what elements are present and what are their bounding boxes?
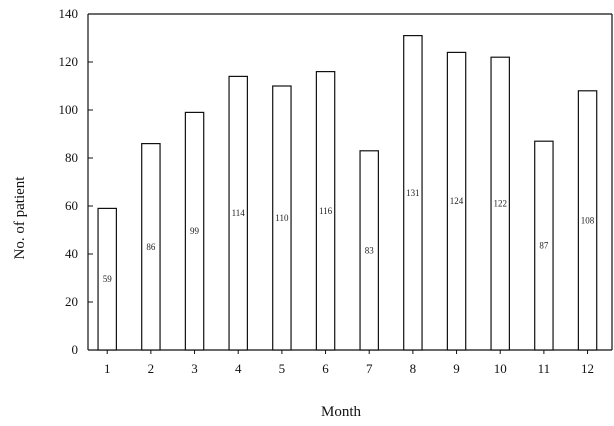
bar-series [97, 34, 598, 351]
y-tick-label: 120 [59, 54, 79, 69]
data-label: 86 [146, 242, 156, 252]
x-axis-title: Month [321, 404, 362, 420]
data-label: 124 [450, 196, 464, 206]
data-label: 87 [539, 241, 549, 251]
x-tick-label: 7 [366, 361, 373, 376]
x-tick-label: 3 [191, 361, 198, 376]
plot-frame [87, 13, 613, 351]
y-tick-label: 0 [72, 342, 79, 357]
data-label: 116 [319, 206, 333, 216]
data-label: 108 [581, 215, 595, 225]
x-tick-label: 5 [279, 361, 286, 376]
bar [577, 90, 598, 351]
bar [184, 111, 205, 351]
y-tick-label: 60 [65, 198, 78, 213]
y-tick-label: 20 [65, 294, 78, 309]
x-tick-label: 11 [538, 361, 551, 376]
y-tick-label: 140 [59, 6, 79, 21]
data-label: 83 [365, 245, 375, 255]
data-label: 131 [406, 188, 420, 198]
x-tick-label: 10 [494, 361, 507, 376]
x-tick-label: 9 [453, 361, 460, 376]
x-tick-label: 6 [322, 361, 329, 376]
y-tick-label: 40 [65, 246, 78, 261]
y-tick-label: 80 [65, 150, 78, 165]
x-tick-label: 1 [104, 361, 111, 376]
bar [534, 140, 554, 351]
data-label-group: 59 86 99 114 110 116 83 131 124 122 87 108 [103, 188, 595, 284]
x-tick-label: 8 [410, 361, 417, 376]
y-axis-title: No. of patient [12, 176, 28, 260]
data-label: 122 [493, 199, 507, 209]
bar [272, 85, 292, 351]
bar [490, 56, 510, 351]
bar [446, 51, 467, 351]
bar [141, 143, 161, 351]
x-tick-label: 4 [235, 361, 242, 376]
x-tick-label: 2 [148, 361, 155, 376]
data-label: 99 [190, 226, 200, 236]
bar [359, 150, 379, 351]
data-label: 59 [103, 274, 113, 284]
x-axis: 1 2 3 4 5 6 7 8 9 10 11 12 [104, 350, 594, 376]
bar [315, 70, 336, 351]
bar [97, 207, 117, 351]
bar [403, 34, 423, 351]
y-axis: 0 20 40 60 80 100 120 140 [59, 6, 93, 357]
bar [228, 75, 248, 351]
data-label: 110 [275, 213, 289, 223]
x-tick-label: 12 [581, 361, 594, 376]
data-label: 114 [232, 208, 246, 218]
y-tick-label: 100 [59, 102, 79, 117]
